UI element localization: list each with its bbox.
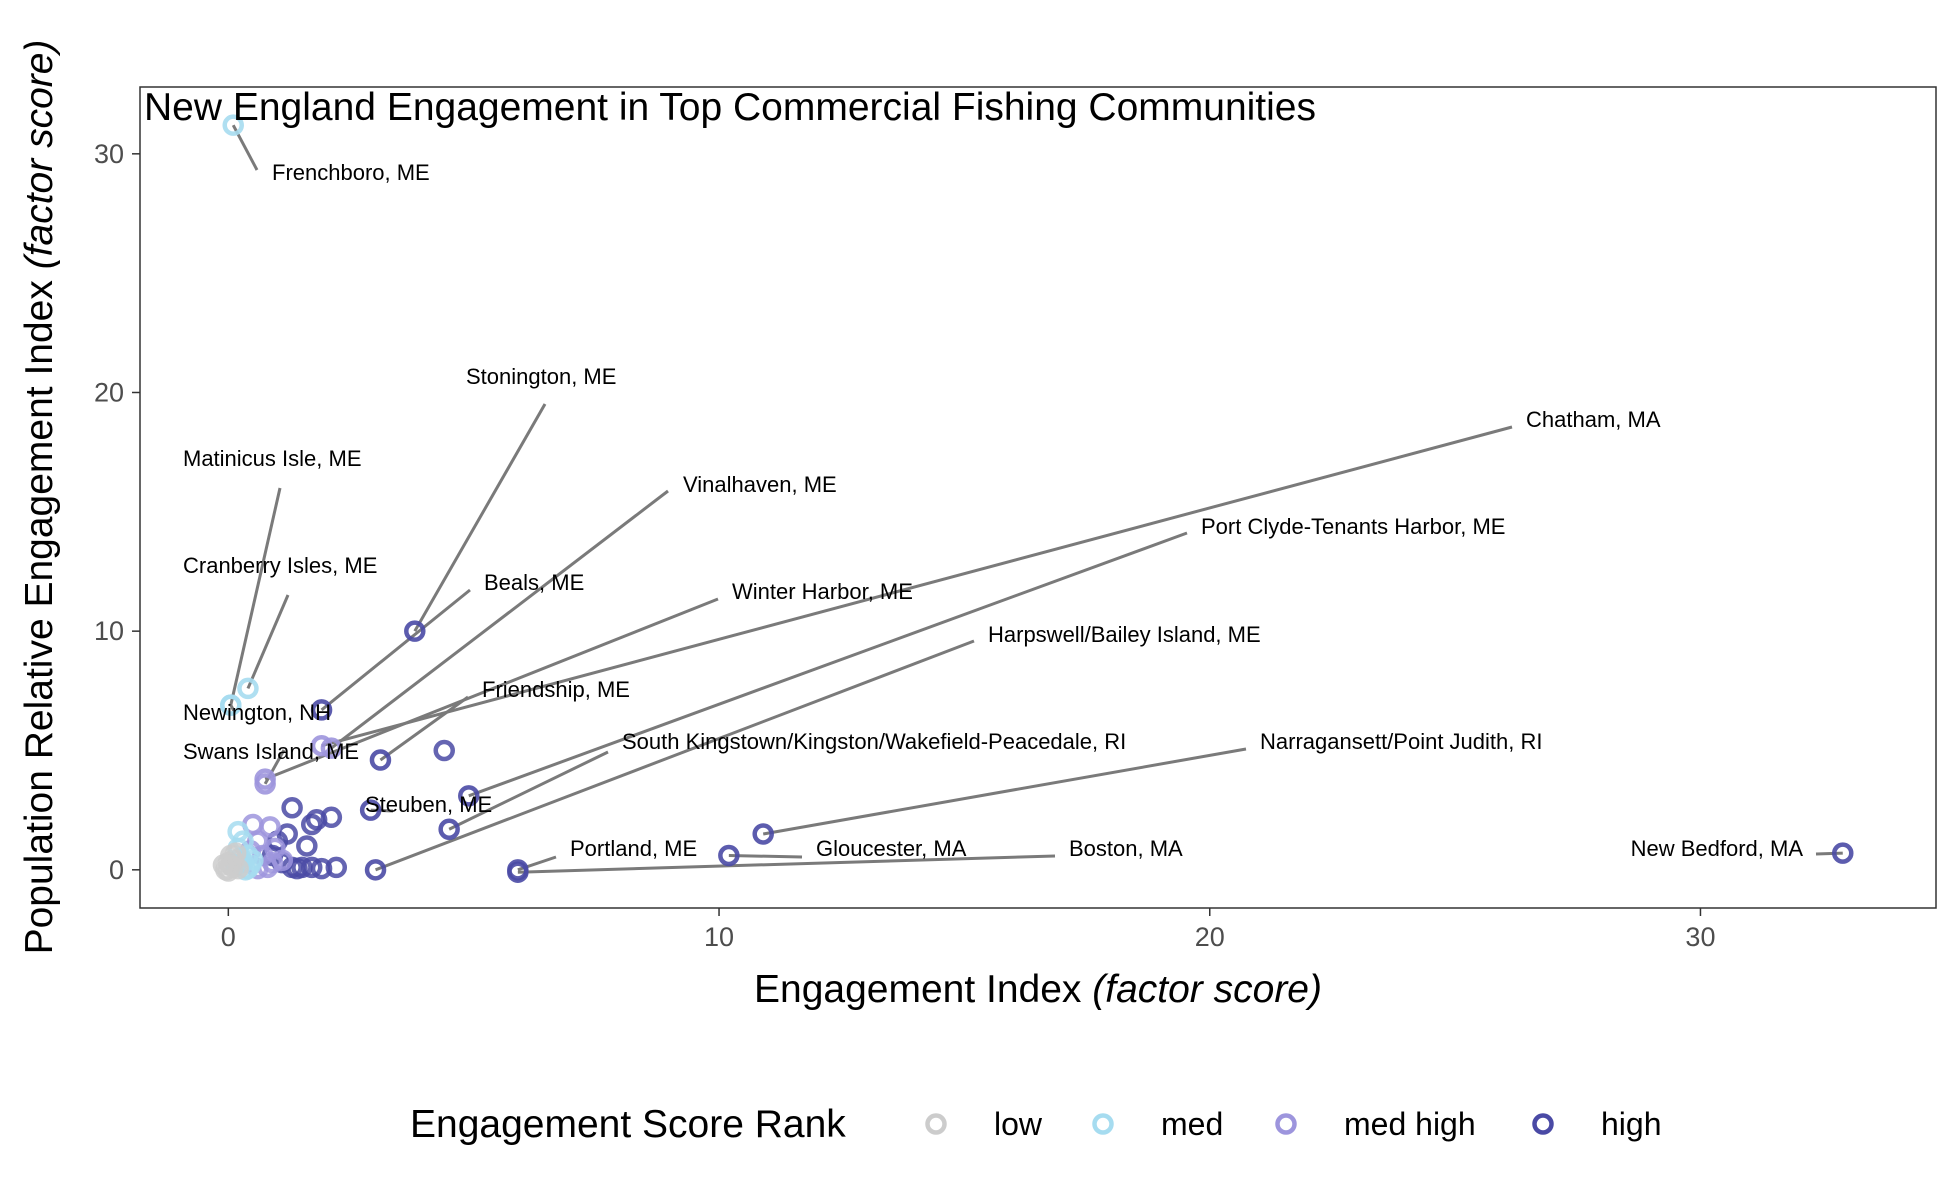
- data-point: [752, 823, 774, 845]
- legend: Engagement Score Rank low med med high high: [410, 1103, 1662, 1146]
- y-axis-title-main: Population Relative Engagement Index: [18, 280, 61, 955]
- data-point: [300, 856, 323, 879]
- data-point: [718, 844, 740, 867]
- label-connector: [1815, 851, 1843, 856]
- point-label: Gloucester, MA: [816, 836, 967, 861]
- legend-items: low med med high high: [925, 1106, 1662, 1142]
- data-point: [212, 854, 235, 876]
- y-axis-title-italic: (factor score): [18, 40, 61, 270]
- point-label: Swans Island, ME: [183, 739, 359, 764]
- label-connectors: [229, 124, 1843, 874]
- y-tick-label: 10: [94, 616, 124, 646]
- point-labels: Frenchboro, ME Matinicus Isle, ME Cranberr…: [183, 160, 1803, 861]
- point-label: South Kingstown/Kingston/Wakefield-Peace…: [622, 729, 1126, 754]
- data-point: [310, 857, 333, 880]
- y-axis-title: Population Relative Engagement Index (fa…: [18, 40, 61, 955]
- point-label: Chatham, MA: [1526, 407, 1661, 432]
- label-connector: [321, 425, 1513, 748]
- x-tick-label: 20: [1195, 922, 1225, 952]
- legend-key-low: [925, 1113, 947, 1135]
- data-point: [364, 859, 387, 881]
- point-label: Winter Harbor, ME: [732, 579, 913, 604]
- label-connector: [229, 704, 236, 712]
- x-tick-label: 10: [704, 922, 734, 952]
- x-axis-title: Engagement Index (factor score): [754, 968, 1322, 1011]
- legend-label-med: med: [1161, 1106, 1223, 1142]
- data-point: [310, 734, 333, 757]
- data-point: [433, 739, 455, 762]
- data-point: [300, 813, 323, 836]
- data-points: [212, 114, 1854, 883]
- label-connector: [375, 639, 975, 872]
- data-point: [281, 797, 303, 819]
- point-label: Cranberry Isles, ME: [183, 553, 377, 578]
- data-point: [507, 861, 529, 883]
- label-connector: [246, 594, 290, 690]
- plot-panel-border: [139, 86, 1937, 909]
- label-connector: [517, 854, 1056, 874]
- data-point: [222, 114, 244, 136]
- legend-key-high: [1532, 1113, 1554, 1135]
- label-connector: [229, 487, 282, 706]
- point-label: Frenchboro, ME: [272, 160, 430, 185]
- x-axis-title-main: Engagement Index: [754, 968, 1082, 1011]
- point-label: Port Clyde-Tenants Harbor, ME: [1201, 514, 1505, 539]
- data-point: [404, 620, 426, 642]
- label-connector: [468, 531, 1188, 798]
- data-point: [1832, 842, 1854, 864]
- x-tick-label: 30: [1685, 922, 1715, 952]
- point-label: Boston, MA: [1069, 836, 1183, 861]
- legend-title: Engagement Score Rank: [410, 1103, 846, 1146]
- data-point: [237, 677, 259, 700]
- data-point: [305, 808, 328, 831]
- data-point: [438, 818, 460, 840]
- y-tick-label: 20: [94, 377, 124, 407]
- chart-title: New England Engagement in Top Commercial…: [144, 86, 1316, 129]
- legend-key-med-high: [1275, 1113, 1297, 1135]
- point-label: Beals, ME: [484, 570, 584, 595]
- point-label: Narragansett/Point Judith, RI: [1260, 729, 1542, 754]
- data-point: [296, 835, 318, 857]
- y-tick-label: 30: [94, 139, 124, 169]
- point-label: Steuben, ME: [365, 792, 492, 817]
- data-point: [369, 749, 392, 771]
- data-point: [359, 799, 382, 821]
- label-connector: [370, 808, 394, 813]
- label-connector: [762, 747, 1247, 836]
- x-axis-title-italic: (factor score): [1092, 968, 1322, 1011]
- label-connector: [379, 695, 469, 762]
- legend-key-med: [1092, 1113, 1114, 1135]
- point-label: Vinalhaven, ME: [683, 472, 837, 497]
- data-point: [320, 737, 343, 759]
- legend-label-low: low: [994, 1106, 1043, 1142]
- point-label: Newington, NH: [183, 700, 331, 725]
- point-label: Portland, ME: [570, 836, 697, 861]
- point-label: Matinicus Isle, ME: [183, 446, 362, 471]
- data-point: [458, 785, 480, 807]
- data-point: [254, 773, 276, 795]
- label-connector: [320, 588, 471, 712]
- axes: 0 10 20 30 0 10 20 30: [94, 139, 1716, 952]
- point-label: Friendship, ME: [482, 677, 630, 702]
- label-connector: [728, 853, 803, 859]
- x-tick-label: 0: [221, 922, 236, 952]
- legend-label-high: high: [1601, 1106, 1662, 1142]
- y-tick-label: 0: [109, 855, 124, 885]
- data-point: [220, 694, 242, 716]
- data-point: [264, 837, 286, 860]
- label-connector: [330, 489, 669, 750]
- data-point: [310, 699, 333, 721]
- point-label: New Bedford, MA: [1631, 836, 1804, 861]
- label-connector: [448, 750, 609, 831]
- legend-label-med-high: med high: [1344, 1106, 1476, 1142]
- data-point: [259, 816, 281, 838]
- label-connector: [413, 403, 547, 632]
- point-label: Harpswell/Bailey Island, ME: [988, 622, 1261, 647]
- point-label: Stonington, ME: [466, 364, 616, 389]
